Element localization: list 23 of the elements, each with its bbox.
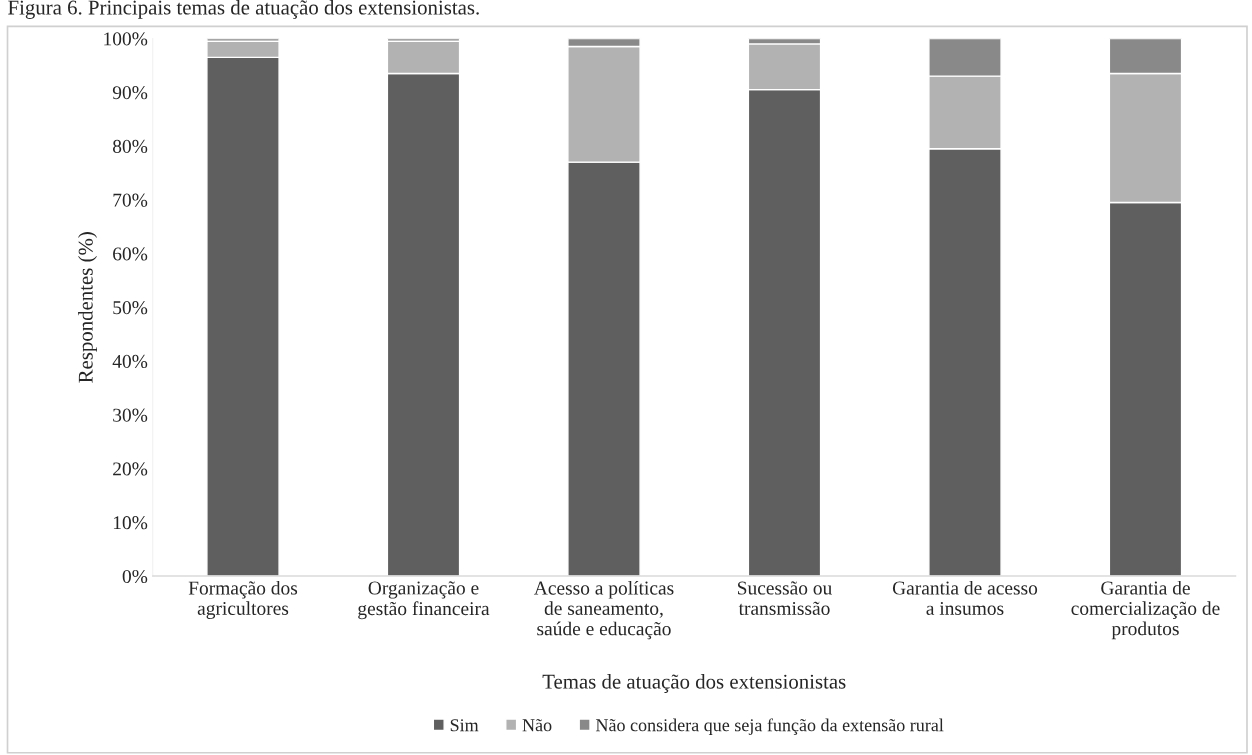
x-tick-label: Formação dos agricultores [188, 580, 298, 619]
y-tick-label: 80% [112, 139, 148, 154]
legend-label: Não considera que seja função da extensão rural [595, 718, 944, 735]
legend-label: Sim [450, 719, 479, 732]
y-tick-label: 50% [113, 301, 148, 315]
y-tick-label: 30% [113, 408, 148, 422]
x-tick-label: Garantia de comercialização de produtos [1071, 580, 1220, 640]
y-tick-label: 100% [104, 32, 148, 46]
y-axis-title: Respondentes (%) [78, 232, 97, 383]
x-tick-label: Organização e gestão financeira [358, 581, 490, 620]
x-tick-label: Garantia de acesso a insumos [892, 580, 1038, 615]
y-tick-label: 20% [113, 462, 148, 476]
y-tick-label: 10% [113, 516, 148, 530]
y-tick-label: 60% [113, 247, 148, 261]
y-tick-label: 70% [113, 193, 148, 207]
legend-label: Não [522, 718, 552, 732]
y-tick-label: 40% [112, 354, 148, 369]
x-axis-title: Temas de atuação dos extensionistas [542, 674, 846, 693]
x-tick-label: Acesso a políticas de saneamento, saúde e educação [533, 580, 674, 640]
chart-title: Figura 6. Principais temas de atuação dos extensionistas. [8, 0, 479, 19]
x-tick-label: Sucessão ou transmissão [737, 581, 832, 615]
y-tick-label: 90% [112, 86, 148, 100]
y-tick-label: 0% [122, 569, 148, 584]
